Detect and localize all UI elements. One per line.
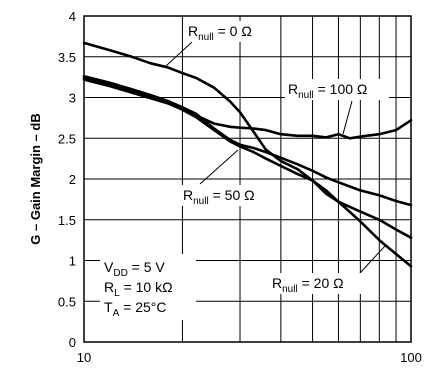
condition-label: TA = 25°C xyxy=(104,299,166,319)
leader-line xyxy=(359,245,386,274)
curves xyxy=(82,41,413,268)
series-label: Rnull = 20 Ω xyxy=(272,275,344,295)
y-tick-label: 2.5 xyxy=(58,131,76,146)
leader-line xyxy=(165,41,193,67)
x-tick-label: 10 xyxy=(77,350,91,365)
series-label: Rnull = 50 Ω xyxy=(183,187,255,207)
y-tick-label: 3 xyxy=(69,91,76,106)
series-label-background xyxy=(285,79,389,100)
plot-frame xyxy=(83,15,412,343)
series-line-rnull-20 xyxy=(82,78,413,268)
y-tick-label: 1.5 xyxy=(58,213,76,228)
conditions-background xyxy=(100,254,196,320)
series-label-background xyxy=(180,185,274,206)
y-tick-label: 2 xyxy=(69,172,76,187)
y-tick-label: 4 xyxy=(69,9,76,24)
series-label-background xyxy=(185,21,273,42)
condition-label: VDD = 5 V xyxy=(104,259,165,279)
x-tick-label: 100 xyxy=(400,350,422,365)
series-line-rnull-0 xyxy=(82,41,413,239)
y-tick-label: 1 xyxy=(69,254,76,269)
series-label-background xyxy=(269,273,361,294)
annotations: Rnull = 0 Ω Rnull = 100 Ω Rnull = 50 Ω Rnul… xyxy=(100,21,389,320)
condition-label: RL = 10 kΩ xyxy=(104,279,173,299)
series-line-rnull-50 xyxy=(82,75,413,207)
leader-line xyxy=(342,100,353,135)
y-axis-label: G – Gain Margin – dB xyxy=(28,113,43,244)
series-label: Rnull = 0 Ω xyxy=(188,23,252,43)
leader-line xyxy=(199,149,239,185)
y-tick-label: 0.5 xyxy=(58,294,76,309)
tick-labels: 0 0.5 1 1.5 2 2.5 3 3.5 4 10 100 xyxy=(58,9,422,365)
y-tick-label: 0 xyxy=(69,335,76,350)
series-label: Rnull = 100 Ω xyxy=(288,81,367,101)
y-tick-label: 3.5 xyxy=(58,50,76,65)
